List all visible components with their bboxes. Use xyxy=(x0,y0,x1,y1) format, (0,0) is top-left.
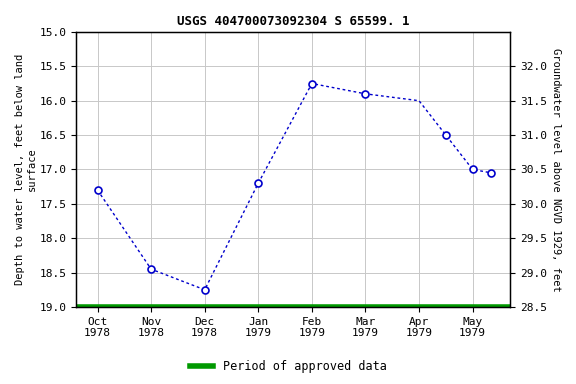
Legend: Period of approved data: Period of approved data xyxy=(185,356,391,378)
Y-axis label: Groundwater level above NGVD 1929, feet: Groundwater level above NGVD 1929, feet xyxy=(551,48,561,291)
Y-axis label: Depth to water level, feet below land
surface: Depth to water level, feet below land su… xyxy=(15,54,37,285)
Title: USGS 404700073092304 S 65599. 1: USGS 404700073092304 S 65599. 1 xyxy=(177,15,410,28)
